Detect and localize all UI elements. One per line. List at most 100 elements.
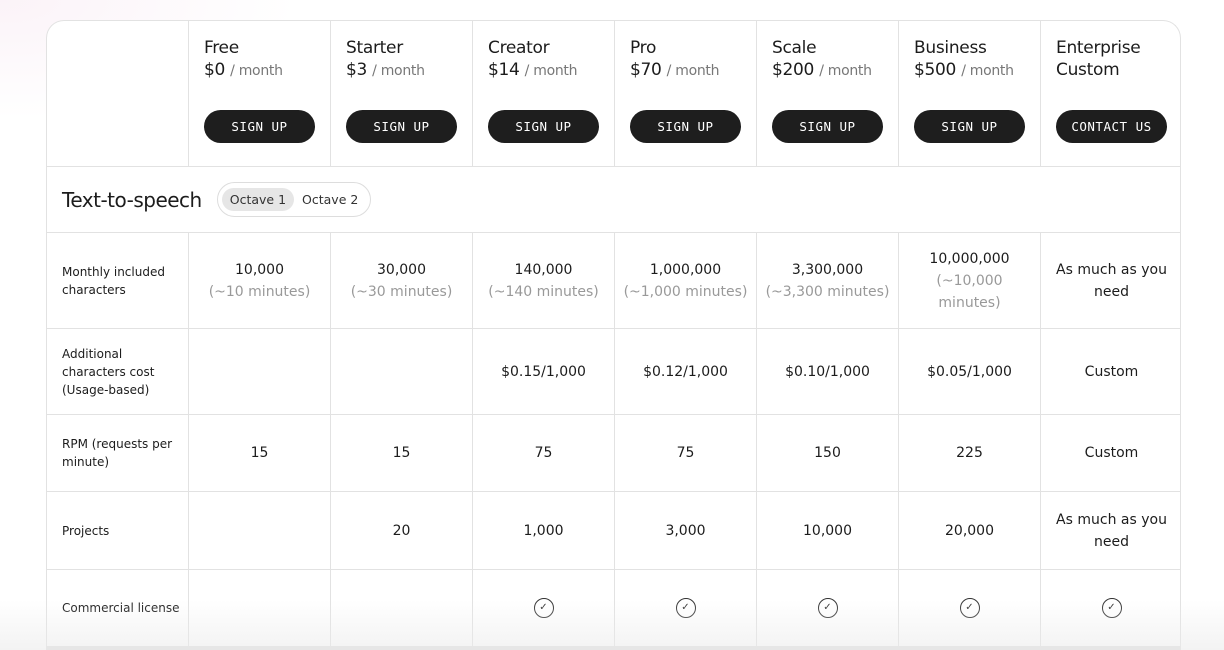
feature-label: RPM (requests per minute) (62, 437, 173, 469)
plan-header-row: Free $0 / month SIGN UP Starter $3 / mont… (47, 21, 1180, 167)
toggle-octave-2[interactable]: Octave 2 (302, 192, 359, 207)
feature-row: RPM (requests per minute) 15 15 75 75 150 225 C… (47, 415, 1180, 492)
plan-price: $0 / month (204, 59, 283, 82)
plan-price: $200 / month (772, 59, 872, 82)
table-cell: 225 (898, 415, 1040, 491)
table-cell (188, 329, 330, 414)
table-cell: 1,000,000 (~1,000 minutes) (614, 233, 756, 328)
section-title: Text-to-speech (62, 187, 202, 212)
table-cell: Custom (1040, 415, 1180, 491)
price-amount: $3 (346, 60, 368, 80)
contact-us-button[interactable]: CONTACT US (1056, 110, 1167, 143)
table-cell: 15 (188, 415, 330, 491)
cell-subvalue: (~10 minutes) (208, 283, 311, 300)
cell-value: 10,000 (235, 261, 284, 278)
price-amount: Custom (1056, 60, 1120, 80)
plan-price: $500 / month (914, 59, 1014, 82)
table-cell: 75 (472, 415, 614, 491)
table-cell: 3,000 (614, 492, 756, 569)
plan-name: Free (204, 38, 239, 58)
cell-value: 30,000 (377, 261, 426, 278)
table-cell: 1,000 (472, 492, 614, 569)
sign-up-button[interactable]: SIGN UP (488, 110, 599, 143)
plan-enterprise: Enterprise Custom CONTACT US (1040, 21, 1180, 166)
next-row-edge (46, 646, 1181, 650)
cell-value: 140,000 (514, 261, 573, 278)
table-cell: 150 (756, 415, 898, 491)
cell-value: 10,000,000 (929, 250, 1010, 267)
cell-value: $0.12/1,000 (643, 363, 728, 380)
sign-up-button[interactable]: SIGN UP (772, 110, 883, 143)
cell-value: 20 (392, 522, 411, 539)
price-period: / month (230, 63, 283, 79)
model-toggle: Octave 1 Octave 2 (216, 182, 372, 217)
table-cell: $0.15/1,000 (472, 329, 614, 414)
table-cell: As much as you need (1040, 233, 1180, 328)
plan-scale: Scale $200 / month SIGN UP (756, 21, 898, 166)
feature-row: Additional characters cost (Usage-based)… (47, 329, 1180, 415)
cell-value: Custom (1084, 363, 1139, 380)
cell-value: 1,000 (523, 522, 564, 539)
table-cell (188, 492, 330, 569)
empty-corner (47, 21, 188, 166)
price-amount: $0 (204, 60, 226, 80)
price-amount: $200 (772, 60, 815, 80)
table-cell: 10,000 (756, 492, 898, 569)
plan-price: $70 / month (630, 59, 719, 82)
table-cell: 75 (614, 415, 756, 491)
table-cell: 3,300,000 (~3,300 minutes) (756, 233, 898, 328)
cell-value: As much as you need (1056, 261, 1167, 300)
table-cell: 20 (330, 492, 472, 569)
cell-value: 3,000 (665, 522, 706, 539)
cell-value: 1,000,000 (649, 261, 722, 278)
cell-subvalue: (~1,000 minutes) (623, 283, 748, 300)
plan-price: $14 / month (488, 59, 577, 82)
cell-subvalue: (~140 minutes) (488, 283, 599, 300)
plan-starter: Starter $3 / month SIGN UP (330, 21, 472, 166)
table-cell: 10,000 (~10 minutes) (188, 233, 330, 328)
cell-value: Custom (1084, 445, 1139, 461)
cell-subvalue: (~3,300 minutes) (765, 283, 890, 300)
plan-free: Free $0 / month SIGN UP (188, 21, 330, 166)
cell-value: As much as you need (1056, 511, 1167, 550)
table-cell: 10,000,000 (~10,000 minutes) (898, 233, 1040, 328)
table-cell (330, 329, 472, 414)
price-period: / month (666, 63, 720, 79)
table-cell: $0.12/1,000 (614, 329, 756, 414)
plan-price: $3 / month (346, 59, 425, 82)
feature-row: Monthly included characters 10,000 (~10 mi… (47, 233, 1180, 329)
price-period: / month (961, 63, 1014, 79)
cell-value: $0.10/1,000 (785, 363, 870, 380)
table-cell: $0.10/1,000 (756, 329, 898, 414)
sign-up-button[interactable]: SIGN UP (346, 110, 457, 143)
table-cell: 15 (330, 415, 472, 491)
plan-name: Pro (630, 38, 657, 58)
plan-name: Starter (346, 38, 403, 58)
price-period: / month (524, 63, 578, 79)
cell-value: $0.15/1,000 (501, 363, 586, 380)
price-period: / month (372, 63, 425, 79)
feature-label: Projects (62, 523, 110, 538)
toggle-octave-1[interactable]: Octave 1 (221, 188, 295, 211)
cell-value: 75 (676, 445, 695, 461)
cell-value: 225 (956, 445, 983, 461)
feature-label: Monthly included characters (62, 264, 165, 297)
cell-value: 20,000 (945, 522, 994, 539)
price-period: / month (819, 63, 872, 79)
sign-up-button[interactable]: SIGN UP (204, 110, 315, 143)
table-cell: $0.05/1,000 (898, 329, 1040, 414)
price-amount: $500 (914, 60, 957, 80)
plan-name: Scale (772, 38, 817, 58)
cell-value: 15 (250, 445, 269, 461)
sign-up-button[interactable]: SIGN UP (630, 110, 741, 143)
sign-up-button[interactable]: SIGN UP (914, 110, 1025, 143)
cell-value: $0.05/1,000 (927, 363, 1012, 380)
table-cell: As much as you need (1040, 492, 1180, 569)
price-amount: $70 (630, 60, 662, 80)
bottom-fade (0, 600, 1224, 650)
cell-value: 75 (534, 445, 553, 461)
cell-value: 10,000 (803, 522, 852, 539)
plan-name: Creator (488, 38, 550, 58)
plan-price: Custom (1056, 59, 1120, 82)
cell-value: 15 (392, 445, 411, 461)
